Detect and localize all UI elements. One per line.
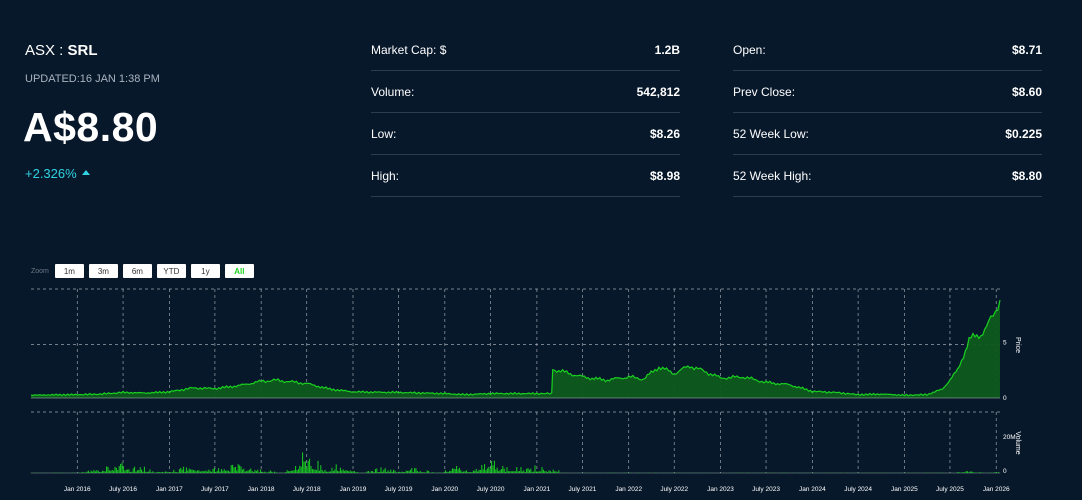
ticker-symbol: ASX : SRL — [25, 42, 98, 59]
x-tick-label: Jan 2019 — [340, 486, 367, 493]
stats-column-2: Open: $8.71 Prev Close: $8.60 52 Week Low:… — [733, 29, 1042, 197]
stat-value: $0.225 — [1005, 126, 1042, 141]
stat-label: High: — [371, 168, 400, 183]
x-tick-label: Jan 2023 — [707, 486, 734, 493]
zoom-ytd-button[interactable]: YTD — [156, 264, 186, 278]
zoom-selector: Zoom 1m 3m 6m YTD 1y All — [31, 264, 259, 278]
x-tick-label: Jan 2025 — [891, 486, 918, 493]
stat-row-52wk-high: 52 Week High: $8.80 — [733, 155, 1042, 197]
price-line — [30, 299, 1001, 397]
volume-axis-title: Volume — [1014, 431, 1021, 454]
current-price: A$8.80 — [23, 104, 159, 150]
stat-label: Market Cap: $ — [371, 42, 447, 57]
price-tick-label: 5 — [1003, 339, 1007, 346]
price-change-value: +2.326% — [25, 166, 77, 181]
volume-tick-label: 0 — [1003, 468, 1007, 475]
x-tick-label: Jan 2020 — [431, 486, 458, 493]
zoom-1y-button[interactable]: 1y — [190, 264, 220, 278]
stat-label: Prev Close: — [733, 84, 796, 99]
x-tick-label: July 2023 — [752, 486, 780, 493]
price-change: +2.326% — [25, 166, 90, 181]
stat-row-low: Low: $8.26 — [371, 113, 680, 155]
x-tick-label: Jan 2016 — [64, 486, 91, 493]
exchange-name: ASX — [25, 42, 56, 59]
x-tick-label: July 2019 — [385, 486, 413, 493]
stat-row-volume: Volume: 542,812 — [371, 71, 680, 113]
zoom-3m-button[interactable]: 3m — [88, 264, 118, 278]
stat-row-open: Open: $8.71 — [733, 29, 1042, 71]
price-area — [31, 300, 1000, 398]
x-tick-label: July 2016 — [109, 486, 137, 493]
x-tick-label: July 2025 — [936, 486, 964, 493]
zoom-all-button[interactable]: All — [224, 264, 254, 278]
stat-row-52wk-low: 52 Week Low: $0.225 — [733, 113, 1042, 155]
chart-grid — [31, 288, 1000, 474]
symbol-code: SRL — [67, 42, 98, 59]
stat-value: $8.60 — [1011, 84, 1042, 99]
x-axis-labels: Jan 2016 July 2016 Jan 2017 July 2017 Jan 20… — [64, 486, 1010, 493]
stat-value: 542,812 — [636, 84, 680, 99]
x-tick-label: Jan 2021 — [524, 486, 551, 493]
x-tick-label: Jan 2026 — [983, 486, 1010, 493]
x-tick-label: July 2021 — [569, 486, 597, 493]
updated-timestamp: UPDATED:16 JAN 1:38 PM — [25, 73, 160, 85]
price-tick-label: 0 — [1003, 395, 1007, 402]
x-tick-label: Jan 2018 — [248, 486, 275, 493]
x-tick-label: Jan 2024 — [799, 486, 826, 493]
x-tick-label: Jan 2017 — [156, 486, 183, 493]
x-tick-label: Jan 2022 — [615, 486, 642, 493]
stat-label: Volume: — [371, 84, 415, 99]
stat-label: Low: — [371, 126, 397, 141]
zoom-label: Zoom — [31, 267, 49, 275]
stat-value: 1.2B — [654, 42, 680, 57]
x-tick-label: July 2017 — [201, 486, 229, 493]
stat-row-market-cap: Market Cap: $ 1.2B — [371, 29, 680, 71]
ticker-separator: : — [55, 42, 68, 59]
stat-label: 52 Week Low: — [733, 126, 809, 141]
stat-label: 52 Week High: — [733, 168, 812, 183]
x-tick-label: July 2024 — [844, 486, 872, 493]
zoom-6m-button[interactable]: 6m — [122, 264, 152, 278]
volume-tick-label: 20M — [1003, 434, 1016, 441]
x-tick-label: July 2022 — [660, 486, 688, 493]
stats-column-1: Market Cap: $ 1.2B Volume: 542,812 Low: $8.… — [371, 29, 680, 197]
stat-value: $8.98 — [649, 168, 680, 183]
price-axis: 0 5 Price — [1003, 337, 1021, 402]
x-tick-label: July 2018 — [293, 486, 321, 493]
x-tick-label: July 2020 — [477, 486, 505, 493]
volume-bars — [30, 452, 1001, 473]
price-axis-title: Price — [1014, 337, 1021, 353]
stat-value: $8.26 — [649, 126, 680, 141]
stat-value: $8.80 — [1011, 168, 1042, 183]
stat-row-high: High: $8.98 — [371, 155, 680, 197]
zoom-1m-button[interactable]: 1m — [54, 264, 84, 278]
stat-row-prev-close: Prev Close: $8.60 — [733, 71, 1042, 113]
stat-label: Open: — [733, 42, 766, 57]
stat-value: $8.71 — [1011, 42, 1042, 57]
triangle-up-icon — [81, 170, 90, 175]
